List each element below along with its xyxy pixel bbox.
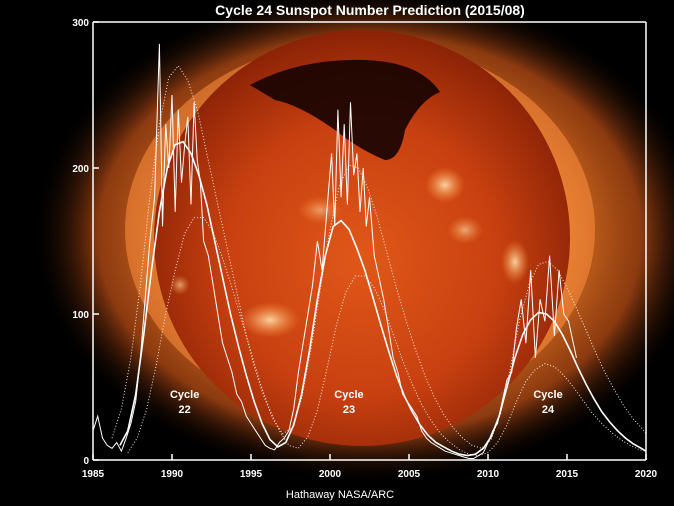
tick-layer: 1985 1990 1995 2000 2005 2010 2015 2020 0 100 200 3… [72, 18, 657, 480]
cycle-label-layer: Cycle 22 Cycle 23 Cycle 24 [170, 389, 563, 416]
x-tick-label: 1995 [240, 469, 263, 480]
cycle-label-number: 23 [343, 404, 355, 416]
x-tick-label: 1990 [161, 469, 184, 480]
cycle-label-number: 22 [179, 404, 191, 416]
x-tick-label: 2000 [319, 469, 342, 480]
x-tick-label: 2015 [556, 469, 579, 480]
cycle-label-word: Cycle [170, 389, 199, 401]
x-tick-label: 2010 [477, 469, 500, 480]
x-tick-label: 2020 [635, 469, 658, 480]
credit-text: Hathaway NASA/ARC [286, 489, 394, 501]
x-tick-label: 2005 [398, 469, 421, 480]
series-layer [93, 43, 646, 459]
chart-title: Cycle 24 Sunspot Number Prediction (2015… [215, 2, 525, 18]
y-tick-label: 100 [72, 310, 89, 321]
series-line-smooth-solid [119, 140, 646, 457]
x-tick-label: 1985 [82, 469, 105, 480]
axes [92, 21, 647, 461]
cycle-label-word: Cycle [334, 389, 363, 401]
series-line-dotted [127, 217, 646, 457]
y-tick-label: 200 [72, 164, 89, 175]
cycle-label-number: 24 [542, 404, 555, 416]
y-tick-label: 0 [83, 456, 89, 467]
y-tick-label: 300 [72, 18, 89, 29]
cycle-label-word: Cycle [533, 389, 562, 401]
